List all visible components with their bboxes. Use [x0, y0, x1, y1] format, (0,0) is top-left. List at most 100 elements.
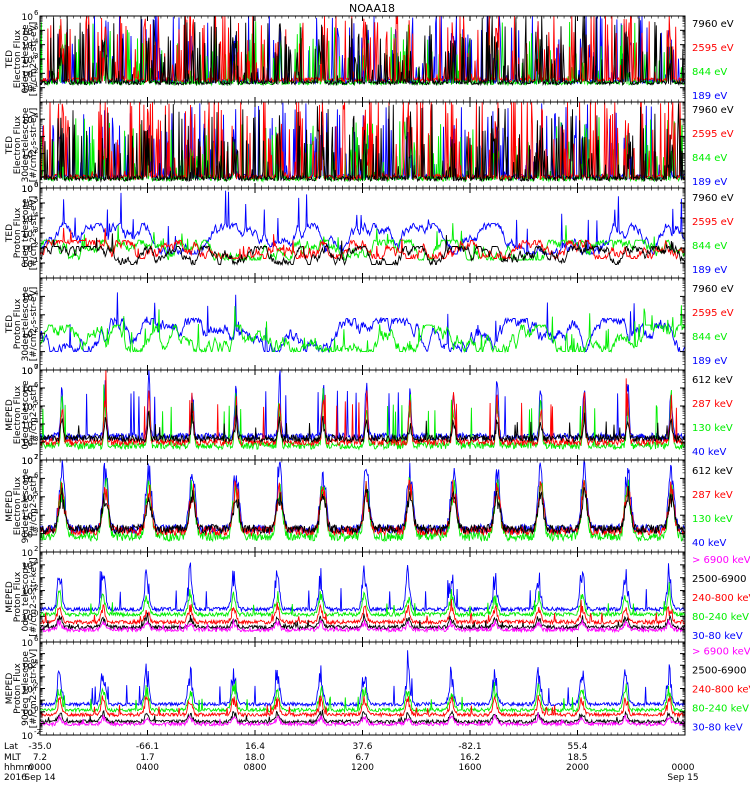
x-row-label: hhmm [4, 763, 33, 773]
legend-entry: 240-800 keV [692, 685, 750, 696]
y-axis-title-line: TED [5, 315, 15, 334]
series-line-189-ev [40, 190, 685, 256]
legend-entry: 844 eV [692, 332, 727, 343]
series-line-2595-ev [40, 102, 685, 182]
y-tick-exponent: 4 [34, 658, 39, 666]
legend-entry: 240-800 keV [692, 593, 750, 604]
y-axis-title-line: Electron Flux [13, 385, 23, 444]
y-tick-exponent: 3 [34, 435, 38, 443]
y-tick-label: 10 [22, 686, 34, 696]
y-tick-label: 10 [22, 330, 34, 340]
y-tick-label: 10 [22, 403, 34, 413]
panel-traces [40, 460, 685, 543]
panel-traces [40, 16, 685, 87]
y-axis-title-line: Electron Flux [13, 115, 23, 174]
legend-entry: 189 eV [692, 177, 727, 188]
y-tick-exponent: 6 [34, 635, 39, 643]
legend-entry: 80-240 keV [692, 612, 749, 623]
legend-entry: > 6900 keV [692, 647, 750, 658]
legend-entry: 2595 eV [692, 217, 734, 228]
y-tick-label: 10 [22, 185, 34, 195]
y-axis-title-line: MEPED [5, 490, 15, 522]
y-axis-title-line: Electron Flux [13, 29, 23, 88]
panel-traces [40, 292, 685, 354]
legend-entry: 189 eV [692, 356, 727, 367]
y-tick-label: 10 [22, 260, 34, 270]
x-tick-lat: -82.1 [458, 742, 481, 752]
series-line-844-ev [40, 305, 685, 354]
series-line-612-kev [40, 402, 685, 444]
y-axis-title-line: [#/cm2-s-str] [29, 476, 39, 536]
y-tick-exponent: 6 [34, 471, 39, 479]
series-line-7960-ev [40, 233, 685, 267]
y-axis-title-line: MEPED [5, 399, 15, 431]
y-tick-label: 10 [22, 367, 34, 377]
legend-entry: 2595 eV [692, 43, 734, 54]
series-line--6900-kev [40, 619, 685, 634]
legend-entry: 612 keV [692, 466, 733, 477]
panel-traces [40, 370, 685, 451]
y-axis-title-line: Proton Flux [13, 207, 23, 258]
series-line-612-kev [40, 485, 685, 535]
y-axis-title-line: [#/cm2-s-str-eV] [29, 287, 39, 362]
x-tick-hhmm: 1600 [459, 763, 482, 773]
series-line-189-ev [40, 292, 685, 354]
y-tick-exponent: 7 [34, 363, 38, 371]
series-line-240-800-kev [40, 695, 685, 719]
legend-entry: 40 keV [692, 538, 726, 549]
legend-entry: 30-80 keV [692, 631, 743, 642]
y-tick-exponent: 5 [34, 23, 38, 31]
y-tick-label: 10 [22, 293, 34, 303]
legend-entry: 7960 eV [692, 193, 734, 204]
y-tick-label: 10 [22, 230, 34, 240]
y-tick-exponent: 1 [34, 256, 38, 264]
x-tick-mlt: 6.7 [355, 753, 369, 763]
y-tick-exponent: -2 [34, 728, 41, 736]
legend-entry: 2500-6900 [692, 666, 747, 677]
y-tick-label: 10 [22, 367, 34, 377]
y-tick-exponent: 4 [34, 289, 39, 297]
y-axis-title-line: [#/cm2-s-str-keV] [29, 557, 39, 636]
y-tick-exponent: 0 [34, 705, 38, 713]
series-line-40-kev [40, 370, 685, 442]
legend-entry: > 6900 keV [692, 555, 750, 566]
y-tick-exponent: 6 [34, 9, 39, 17]
series-line-7960-ev [40, 103, 685, 183]
legend-entry: 287 keV [692, 399, 733, 410]
y-tick-label: 10 [22, 245, 34, 255]
y-axis-title-line: TED [5, 136, 15, 155]
series-line-80-240-kev [40, 582, 685, 618]
y-tick-exponent: 4 [34, 558, 39, 566]
x-tick-hhmm: 0800 [244, 763, 267, 773]
x-tick-lat: 16.4 [245, 742, 265, 752]
chart-title: NOAA18 [349, 2, 395, 15]
y-tick-exponent: 4 [34, 508, 39, 516]
y-tick-label: 10 [22, 494, 34, 504]
y-tick-exponent: 5 [34, 196, 38, 204]
y-tick-label: 10 [22, 421, 34, 431]
y-tick-label: 10 [22, 512, 34, 522]
y-tick-exponent: 2 [34, 241, 38, 249]
series-line--6900-kev [40, 712, 685, 728]
series-line-287-kev [40, 370, 685, 448]
x-tick-lat: 37.6 [352, 742, 372, 752]
y-axis-title-line: 0deg telescope [21, 562, 31, 632]
y-tick-label: 10 [22, 385, 34, 395]
y-tick-label: 10 [22, 42, 34, 52]
x-tick-hhmm: 1200 [351, 763, 374, 773]
legend-entry: 2595 eV [692, 129, 734, 140]
y-axis-title-line: [#/cm2-s-str] [29, 385, 39, 445]
y-tick-exponent: 2 [34, 682, 38, 690]
legend-entry: 844 eV [692, 241, 727, 252]
y-axis-title-line: 30deg telescope [21, 286, 31, 361]
y-tick-exponent: 4 [34, 211, 39, 219]
y-axis-title-line: 90deg telescope [21, 651, 31, 726]
series-line-30-80-kev [40, 650, 685, 708]
x-tick-mlt: 7.2 [33, 753, 47, 763]
y-axis-title-line: Proton Flux [13, 663, 23, 714]
